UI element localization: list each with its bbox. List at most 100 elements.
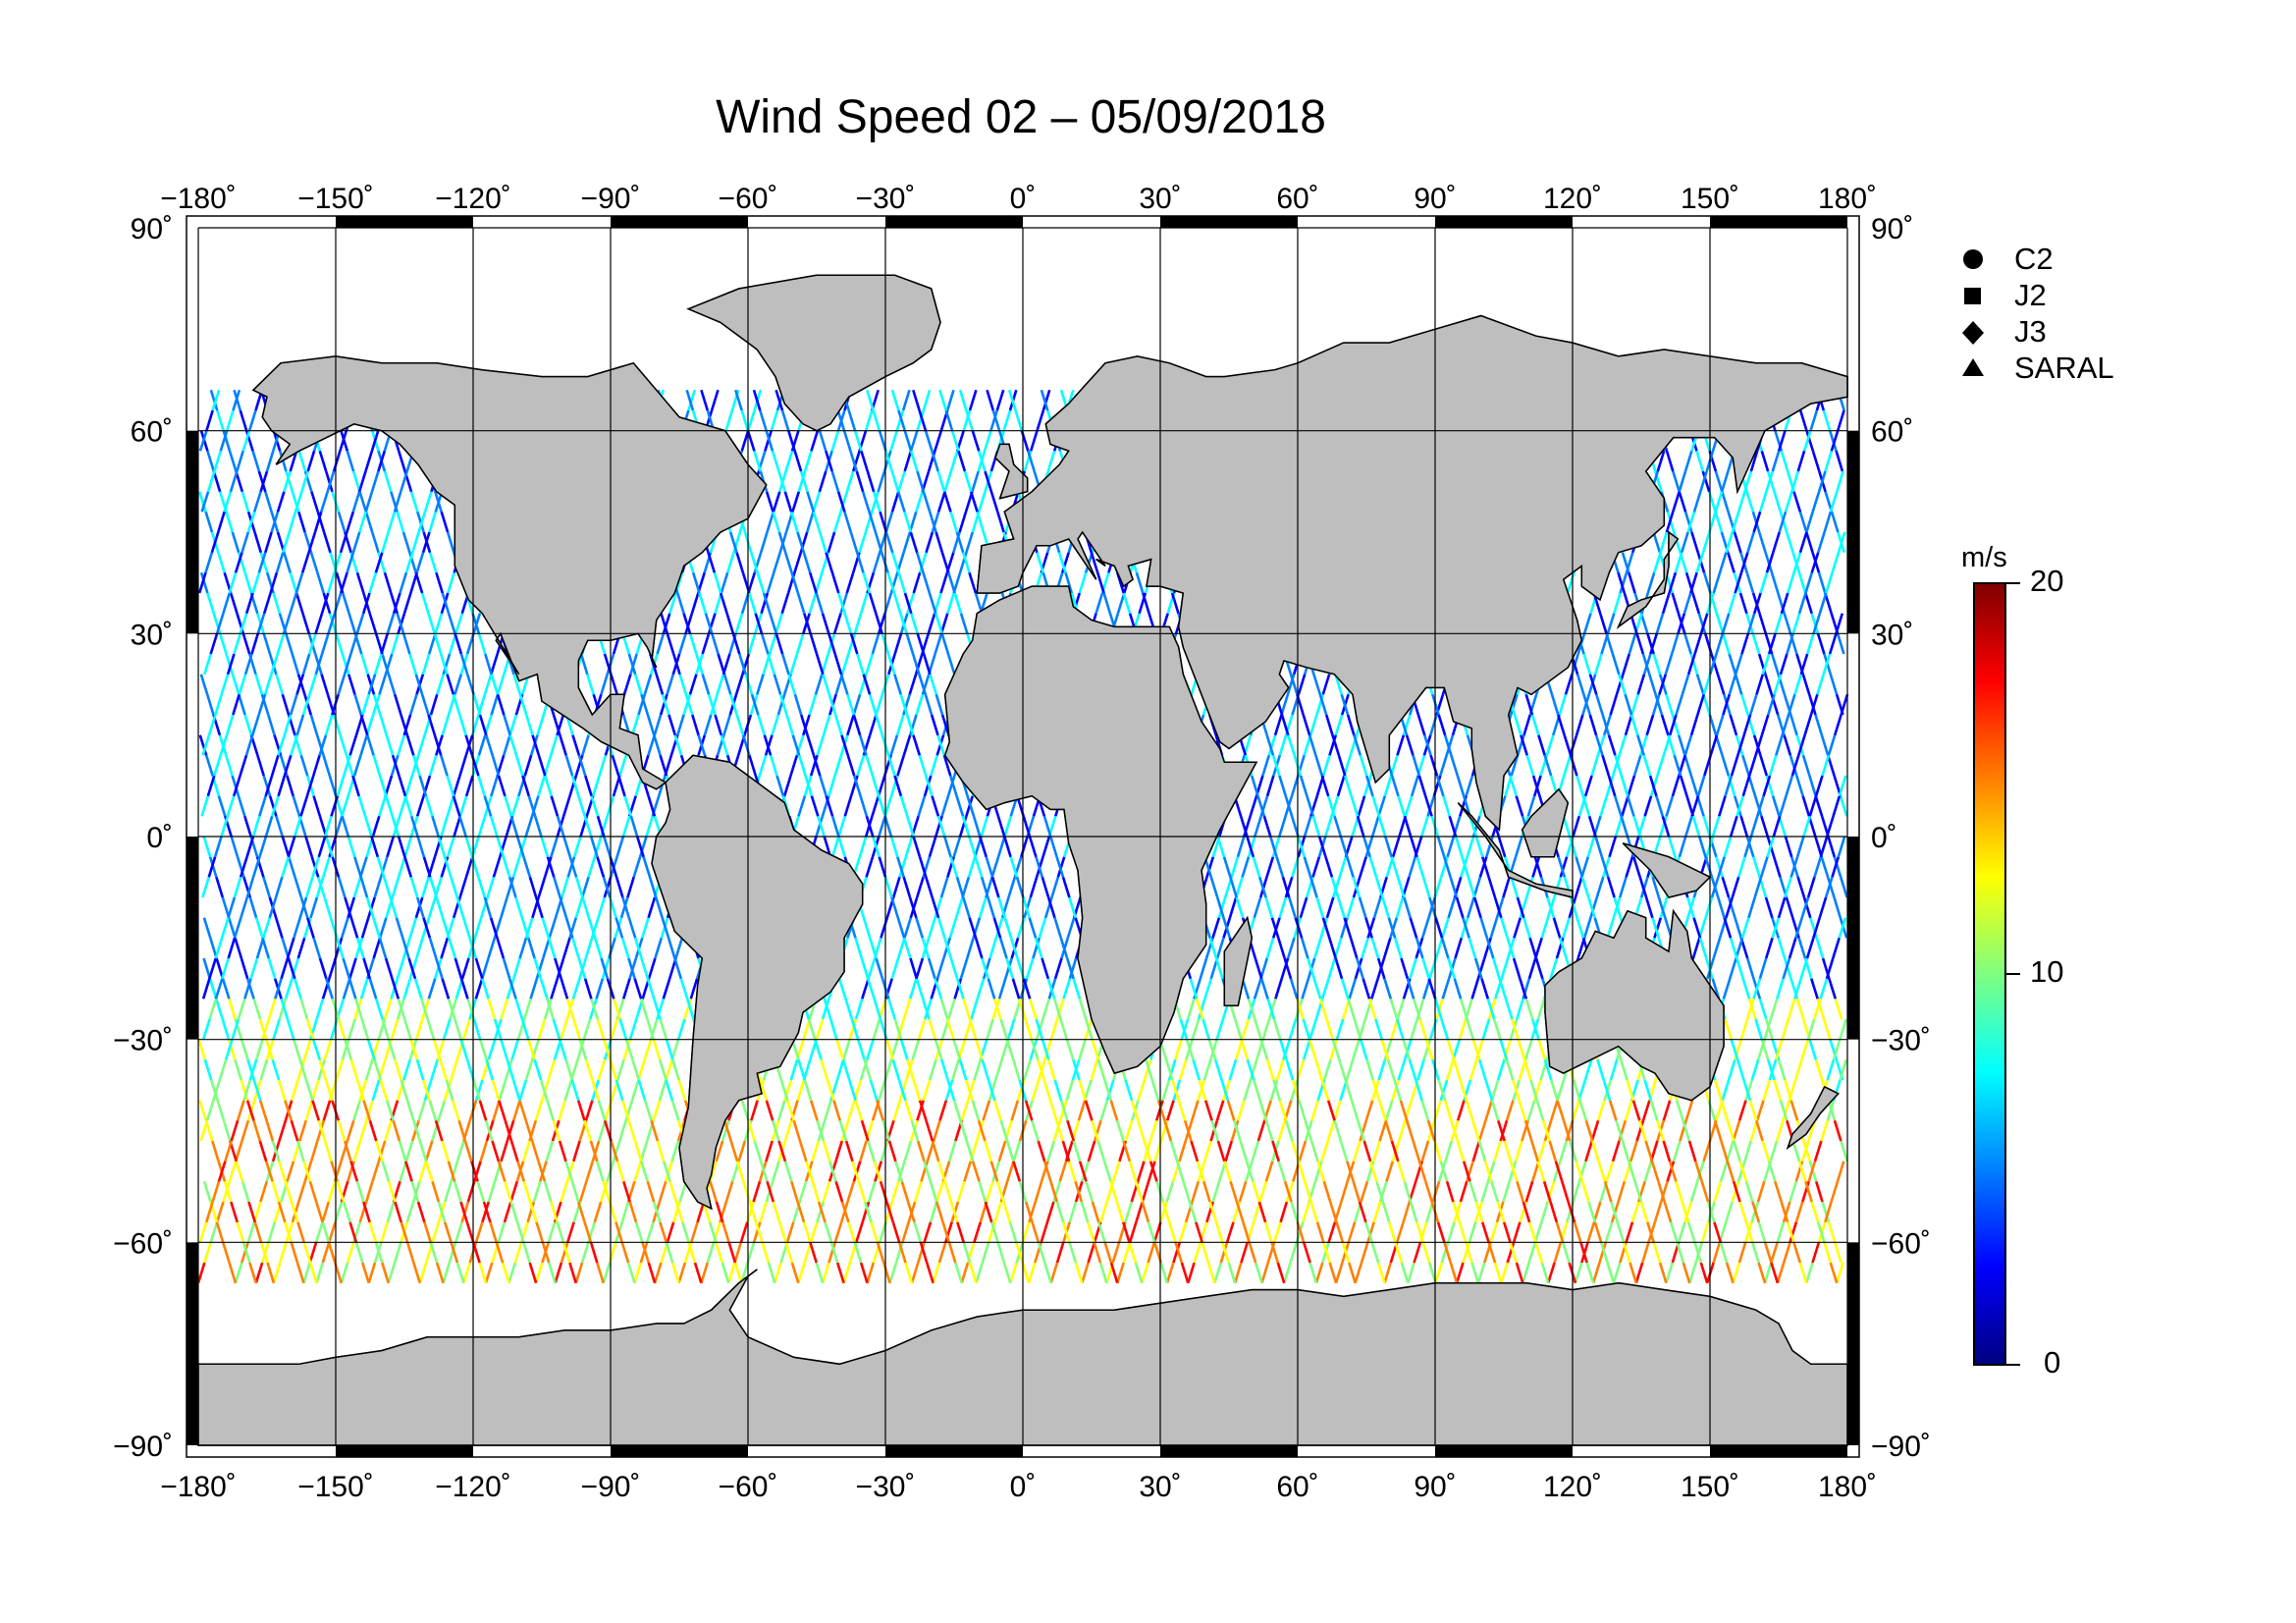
track-segment	[602, 1039, 612, 1060]
track-segment	[295, 1140, 305, 1163]
track-segment	[418, 1161, 428, 1182]
track-segment	[362, 1100, 372, 1121]
track-segment	[1099, 1201, 1108, 1223]
track-segment	[918, 1100, 928, 1121]
track-segment	[439, 1058, 449, 1081]
track-segment	[259, 552, 269, 573]
track-segment	[674, 937, 684, 959]
track-segment	[509, 1201, 519, 1223]
track-segment	[955, 978, 965, 1000]
track-segment	[765, 491, 774, 513]
track-segment	[817, 1201, 827, 1223]
track-segment	[518, 836, 527, 858]
track-segment	[1721, 754, 1731, 777]
track-segment	[766, 511, 775, 533]
track-segment	[1348, 978, 1358, 1000]
track-segment	[883, 815, 893, 838]
track-segment	[1822, 1018, 1832, 1041]
track-segment	[1267, 734, 1277, 756]
track-segment	[243, 571, 253, 594]
track-segment	[218, 632, 228, 655]
track-segment	[272, 1018, 281, 1041]
track-segment	[1216, 836, 1226, 858]
track-segment	[754, 613, 764, 634]
track-segment	[875, 714, 884, 736]
track-segment	[839, 491, 849, 513]
track-segment	[961, 552, 971, 573]
track-segment	[1752, 734, 1762, 756]
track-segment	[1210, 1119, 1220, 1142]
track-segment	[1309, 1201, 1319, 1223]
track-segment	[1540, 1201, 1549, 1223]
track-segment	[950, 430, 960, 452]
track-segment	[939, 998, 949, 1020]
track-segment	[825, 552, 834, 573]
track-segment	[1384, 1119, 1394, 1142]
track-segment	[982, 957, 991, 980]
track-segment	[802, 714, 811, 736]
track-segment	[620, 937, 630, 959]
track-segment	[1745, 571, 1755, 594]
track-segment	[1396, 998, 1406, 1020]
track-segment	[828, 1018, 838, 1041]
track-segment	[1789, 754, 1798, 777]
track-segment	[867, 957, 877, 980]
track-segment	[1230, 1119, 1240, 1142]
track-segment	[1455, 1262, 1465, 1284]
track-segment	[949, 957, 959, 980]
track-segment	[936, 470, 946, 493]
frame-band-top	[1435, 216, 1573, 228]
track-segment	[666, 674, 675, 695]
track-segment	[841, 1039, 851, 1060]
track-segment	[700, 389, 710, 411]
track-segment	[503, 714, 511, 736]
track-segment	[959, 613, 969, 634]
track-segment	[991, 1161, 1001, 1182]
track-segment	[1522, 1262, 1530, 1284]
track-segment	[1736, 491, 1746, 513]
track-segment	[540, 836, 550, 858]
track-segment	[1228, 1058, 1238, 1081]
track-segment	[1412, 1140, 1421, 1163]
track-segment	[1652, 552, 1662, 573]
track-segment	[442, 1262, 452, 1284]
track-segment	[368, 978, 378, 1000]
track-segment	[627, 653, 637, 676]
track-segment	[346, 1119, 355, 1142]
track-segment	[630, 714, 640, 736]
track-segment	[284, 1221, 293, 1243]
track-segment	[1010, 1100, 1020, 1121]
track-segment	[989, 409, 999, 432]
track-segment	[431, 1180, 441, 1203]
track-segment	[1190, 1140, 1200, 1163]
frame-band-bottom	[1160, 1445, 1298, 1457]
track-segment	[704, 613, 714, 634]
track-segment	[779, 1079, 789, 1102]
track-segment	[1246, 836, 1255, 858]
track-segment	[591, 1140, 601, 1163]
track-segment	[1489, 917, 1499, 939]
track-segment	[1320, 978, 1330, 1000]
track-segment	[846, 714, 855, 736]
track-segment	[370, 836, 380, 858]
track-segment	[257, 470, 267, 493]
track-segment	[473, 917, 483, 939]
track-segment	[318, 450, 328, 472]
track-segment	[1675, 693, 1684, 716]
track-segment	[435, 734, 444, 756]
frame-band-top	[611, 216, 748, 228]
track-segment	[311, 1100, 321, 1121]
track-segment	[1613, 592, 1622, 615]
track-segment	[608, 937, 616, 959]
track-segment	[203, 1241, 212, 1264]
track-segment	[458, 795, 468, 817]
track-segment	[928, 1018, 937, 1041]
track-segment	[837, 592, 846, 615]
track-segment	[400, 1221, 409, 1243]
track-segment	[516, 1161, 526, 1182]
track-segment	[904, 1262, 914, 1284]
track-segment	[643, 1100, 653, 1121]
track-segment	[1728, 592, 1736, 615]
track-segment	[740, 1100, 750, 1121]
track-segment	[527, 1039, 536, 1060]
